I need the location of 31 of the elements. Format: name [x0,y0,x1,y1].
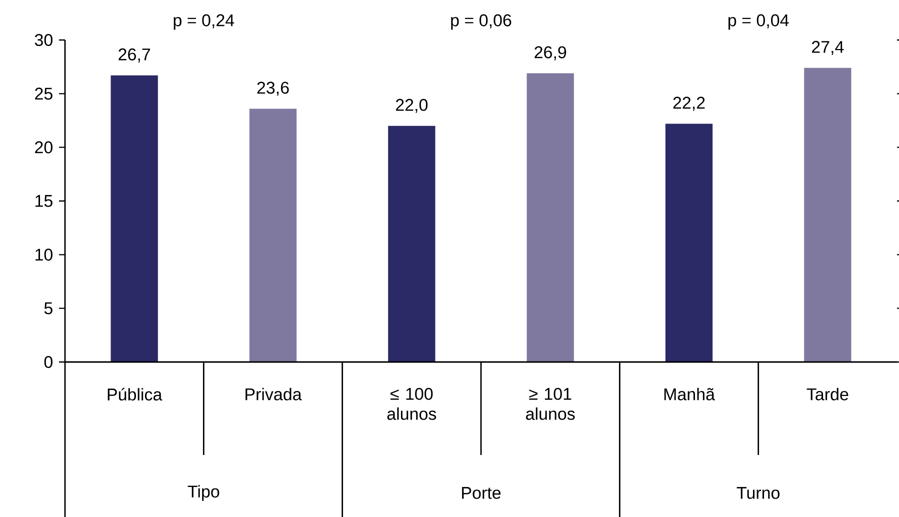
x-tick-label: Manhã [664,388,715,400]
y-tick-label: 30 [34,34,52,46]
text: p = 0,06 [451,14,512,30]
text: Porte [462,487,501,499]
data-label: 26,7 [118,48,150,62]
bar [110,75,158,362]
data-label: 23,6 [257,82,289,96]
y-tick-label: 0 [44,356,52,368]
y-tick-label: 20 [35,141,52,154]
text: Tipo [188,485,220,501]
x-tick-label: Privada [246,388,302,400]
bar [665,124,713,362]
x-tick-label: Pública [108,388,162,401]
bar [804,68,852,362]
text: p = 0,24 [174,14,234,30]
y-tick-label: 5 [44,302,52,314]
y-tick-label: 15 [36,195,52,207]
x-tick-label: ≥ 101 alunos [526,388,575,420]
y-tick-label: 10 [36,248,52,261]
data-label: 27,4 [812,40,844,55]
data-label: 22,2 [673,96,705,111]
x-tick-label: ≤ 100 alunos [387,388,436,420]
data-label: 22,0 [396,98,428,113]
data-label: 26,9 [534,46,566,60]
bar [526,73,574,362]
text: Turno [736,487,780,499]
x-tick-label: Tarde [806,388,848,400]
text: p = 0,04 [728,14,789,30]
y-tick-label: 25 [35,88,52,100]
bar [388,126,436,362]
bar [249,108,297,362]
